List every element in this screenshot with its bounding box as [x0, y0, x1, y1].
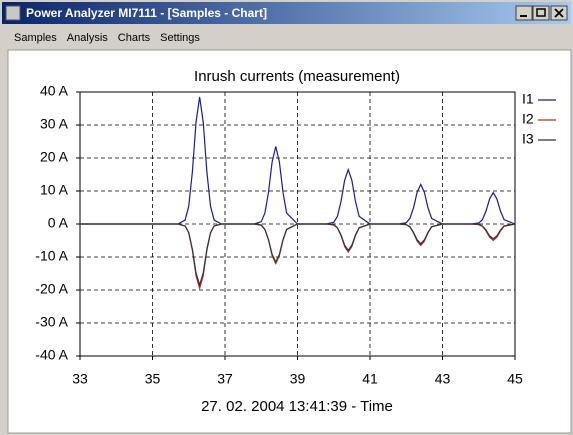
menu-item[interactable]: Analysis	[67, 32, 108, 44]
x-tick-label: 39	[290, 371, 306, 387]
y-tick-label: 30 A	[40, 116, 69, 132]
y-tick-label: -30 A	[35, 314, 68, 330]
menu-item[interactable]: Samples	[14, 32, 57, 44]
minimize-button[interactable]	[515, 5, 533, 21]
y-tick-label: -40 A	[35, 347, 68, 363]
menu-item[interactable]: Charts	[118, 32, 151, 44]
legend-label: I3	[522, 131, 534, 147]
y-tick-label: -20 A	[35, 281, 68, 297]
chart-title: Inrush currents (measurement)	[194, 68, 400, 85]
window-title: Power Analyzer MI7111 - [Samples - Chart…	[26, 6, 267, 20]
window-buttons[interactable]	[515, 5, 568, 21]
y-tick-label: 0 A	[48, 215, 69, 231]
x-tick-label: 41	[362, 371, 378, 387]
y-tick-label: 10 A	[40, 182, 69, 198]
plot: -40 A -30 A -20 A -10 A 0 A 10 A 20 A 30 A 40 A 3…	[35, 83, 556, 387]
y-tick-label: 20 A	[40, 149, 69, 165]
x-tick-label: 33	[72, 371, 88, 387]
chart-panel	[7, 49, 572, 434]
y-tick-label: 40 A	[40, 83, 69, 99]
x-tick-label: 45	[507, 371, 523, 387]
menu-item[interactable]: Settings	[160, 32, 200, 44]
maximize-button[interactable]	[532, 5, 550, 21]
x-tick-label: 35	[145, 371, 161, 387]
menu-bar: Samples Analysis Charts Settings	[14, 32, 200, 44]
y-tick-label: -10 A	[35, 248, 68, 264]
x-tick-label: 43	[435, 371, 451, 387]
x-axis-label: 27. 02. 2004 13:41:39 - Time	[201, 398, 393, 415]
app-icon	[5, 5, 21, 21]
title-bar	[2, 2, 571, 24]
series-line	[80, 223, 516, 288]
legend-label: I2	[522, 111, 534, 127]
x-tick-label: 37	[217, 371, 233, 387]
legend-label: I1	[522, 91, 534, 107]
